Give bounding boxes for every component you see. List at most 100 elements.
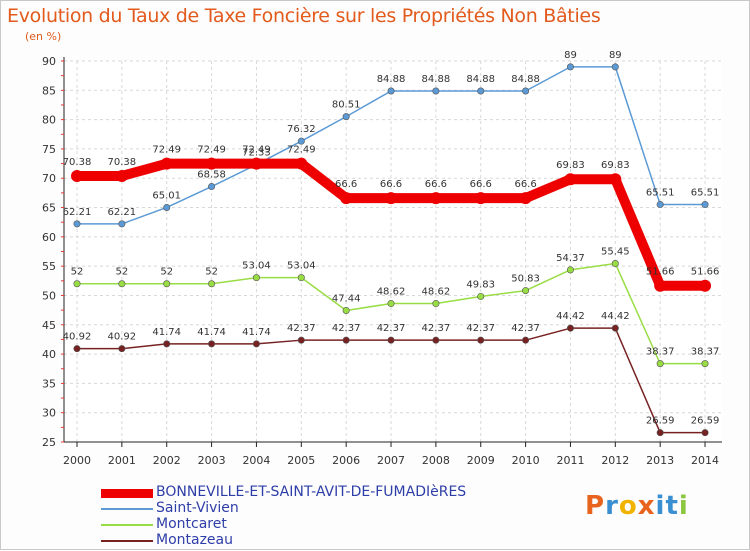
data-point <box>73 345 81 353</box>
data-label: 54.37 <box>556 253 585 264</box>
x-tick-label: 2010 <box>512 454 540 467</box>
y-tick-label: 80 <box>42 114 56 127</box>
data-label: 52 <box>71 267 84 278</box>
data-point <box>477 292 485 300</box>
y-tick-label: 75 <box>42 143 56 156</box>
data-label: 53.04 <box>287 261 316 272</box>
y-tick-label: 85 <box>42 84 56 97</box>
x-tick-label: 2000 <box>63 454 91 467</box>
legend-label: BONNEVILLE-ET-SAINT-AVIT-DE-FUMADIèRES <box>156 484 467 500</box>
data-label: 50.83 <box>511 274 540 285</box>
data-point <box>295 157 308 170</box>
y-tick-label: 30 <box>42 407 56 420</box>
x-tick-label: 2005 <box>287 454 315 467</box>
x-tick-label: 2014 <box>691 454 719 467</box>
data-label: 47.44 <box>332 293 361 304</box>
data-point <box>387 336 395 344</box>
legend-swatch <box>101 508 153 510</box>
data-point <box>474 192 487 205</box>
data-point <box>252 340 260 348</box>
data-label: 72.49 <box>287 145 316 156</box>
y-tick-label: 60 <box>42 231 56 244</box>
legend-swatch <box>101 524 153 526</box>
data-point <box>611 63 619 71</box>
data-point <box>656 360 664 368</box>
data-label: 65.51 <box>646 188 675 199</box>
data-point <box>252 274 260 282</box>
legend-label: Montazeau <box>156 532 233 548</box>
legend-label: Montcaret <box>156 516 227 532</box>
data-point <box>432 87 440 95</box>
data-point <box>609 173 622 186</box>
legend-swatch <box>101 540 153 542</box>
data-label: 66.6 <box>425 179 447 190</box>
data-label: 65.51 <box>691 188 720 199</box>
y-tick-label: 50 <box>42 289 56 302</box>
x-tick-label: 2001 <box>108 454 136 467</box>
data-label: 84.88 <box>511 74 540 85</box>
data-label: 52 <box>160 267 173 278</box>
plot-area <box>64 61 722 442</box>
data-label: 42.37 <box>377 323 406 334</box>
data-point <box>477 87 485 95</box>
data-point <box>385 192 398 205</box>
data-point <box>73 220 81 228</box>
data-label: 66.6 <box>380 179 402 190</box>
y-tick-label: 70 <box>42 172 56 185</box>
data-point <box>297 336 305 344</box>
data-label: 84.88 <box>466 74 495 85</box>
data-point <box>701 201 709 209</box>
data-label: 41.74 <box>242 327 271 338</box>
data-label: 41.74 <box>152 327 181 338</box>
data-label: 66.6 <box>335 179 357 190</box>
data-label: 42.37 <box>466 323 495 334</box>
data-point <box>611 324 619 332</box>
logo-letter: o <box>618 491 638 521</box>
data-label: 70.38 <box>108 157 137 168</box>
logo-letter: i <box>655 491 666 521</box>
x-tick-label: 2004 <box>242 454 270 467</box>
data-point <box>342 113 350 121</box>
data-point <box>163 340 171 348</box>
x-tick-label: 2011 <box>556 454 584 467</box>
data-label: 84.88 <box>377 74 406 85</box>
data-label: 89 <box>564 50 577 61</box>
data-label: 72.49 <box>152 145 181 156</box>
y-tick-label: 40 <box>42 348 56 361</box>
data-point <box>429 192 442 205</box>
data-point <box>387 300 395 308</box>
y-tick-label: 25 <box>42 436 56 449</box>
data-label: 42.37 <box>287 323 316 334</box>
data-point <box>566 324 574 332</box>
data-point <box>566 266 574 274</box>
data-point <box>432 300 440 308</box>
data-point <box>163 280 171 288</box>
y-tick-label: 65 <box>42 202 56 215</box>
data-point <box>566 63 574 71</box>
data-point <box>118 220 126 228</box>
data-point <box>701 429 709 437</box>
data-point <box>160 157 173 170</box>
data-label: 69.83 <box>601 160 630 171</box>
data-point <box>208 340 216 348</box>
x-tick-label: 2012 <box>601 454 629 467</box>
data-point <box>387 87 395 95</box>
data-label: 76.32 <box>287 124 316 135</box>
data-label: 40.92 <box>63 332 92 343</box>
data-label: 52 <box>115 267 128 278</box>
data-point <box>519 192 532 205</box>
data-point <box>208 183 216 191</box>
data-point <box>522 287 530 295</box>
data-point <box>71 170 83 183</box>
data-point <box>654 279 667 292</box>
legend-label: Saint-Vivien <box>156 500 239 516</box>
logo-letter: t <box>665 491 679 521</box>
data-label: 62.21 <box>108 207 137 218</box>
data-point <box>163 203 171 211</box>
logo-letter: r <box>605 491 619 521</box>
data-label: 49.83 <box>466 279 495 290</box>
data-label: 69.83 <box>556 160 585 171</box>
data-label: 41.74 <box>197 327 226 338</box>
